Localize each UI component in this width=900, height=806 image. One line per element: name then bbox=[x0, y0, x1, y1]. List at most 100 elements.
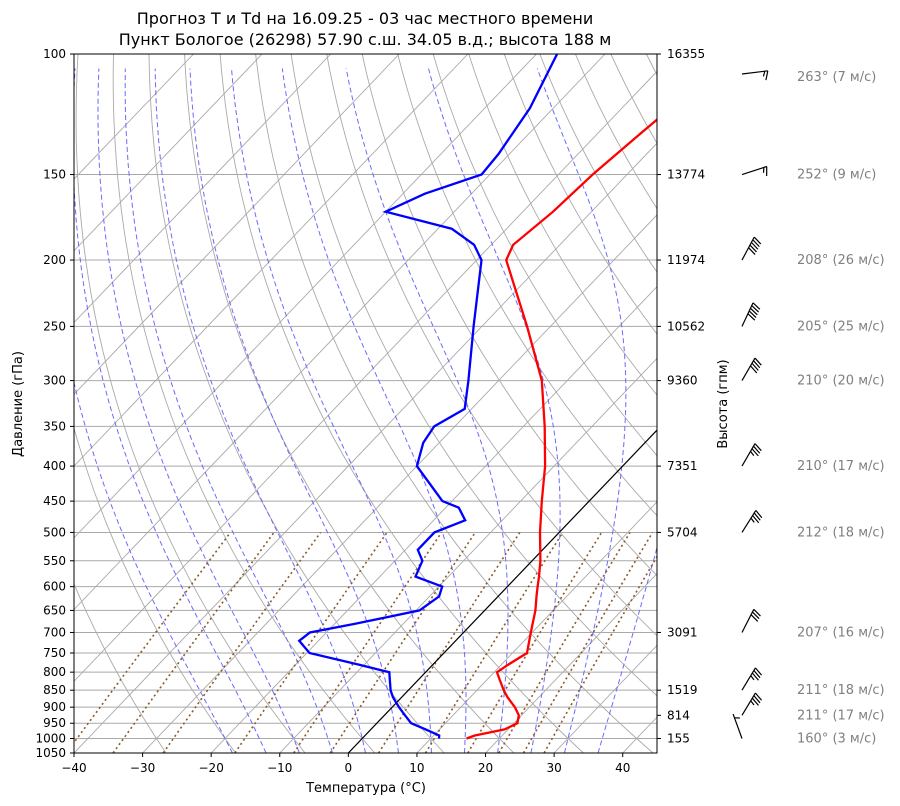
dry-adiabat-30 bbox=[219, 54, 584, 753]
wind-barb-half-flag bbox=[750, 451, 755, 456]
wind-barb-staff bbox=[741, 609, 755, 633]
wind-barb-100 bbox=[741, 70, 769, 81]
wind-barb-flag bbox=[753, 360, 761, 369]
wind-barb-staff bbox=[741, 70, 768, 75]
wind-barb-staff bbox=[741, 443, 756, 467]
dry-adiabat-40 bbox=[255, 54, 654, 753]
moist-adiabat--5 bbox=[124, 68, 333, 753]
chart-title-line2: Пункт Бологое (26298) 57.90 с.ш. 34.05 в… bbox=[119, 30, 612, 49]
moist-adiabat-5 bbox=[189, 68, 399, 753]
wind-barb-staff bbox=[741, 302, 754, 327]
chart-title-line1: Прогноз T и Td на 16.09.25 - 03 час мест… bbox=[137, 9, 593, 28]
y-tick-label: 950 bbox=[43, 716, 66, 730]
x-tick-label: −30 bbox=[130, 761, 155, 775]
wind-barb-staff bbox=[741, 357, 756, 381]
wind-barb-flag bbox=[752, 611, 760, 620]
moist-adiabat--20 bbox=[74, 380, 233, 753]
dry-adiabat--30 bbox=[74, 582, 167, 753]
wind-barb-flag bbox=[754, 443, 762, 452]
y-axis-label: Давление (гПа) bbox=[11, 351, 26, 457]
wind-column: 263° (7 м/с) 252° (9 м/с) 208° (26 м/с) 205… bbox=[732, 70, 885, 746]
background-lines bbox=[74, 54, 900, 753]
x-tick-label: −20 bbox=[199, 761, 224, 775]
y-tick-label: 1000 bbox=[35, 731, 66, 745]
y-tick-label: 350 bbox=[43, 419, 66, 433]
y-tick-label: 100 bbox=[43, 47, 66, 61]
height-tick-label: 10562 bbox=[667, 319, 705, 333]
zero-isotherm bbox=[347, 429, 657, 753]
y-tick-label: 800 bbox=[43, 665, 66, 679]
y-tick-label: 200 bbox=[43, 253, 66, 267]
isotherm-10 bbox=[416, 501, 657, 753]
wind-barb-flag bbox=[750, 365, 758, 374]
moist-adiabat-10 bbox=[231, 68, 432, 753]
isotherm-40 bbox=[622, 716, 657, 753]
wind-barb-flag bbox=[750, 241, 759, 250]
wind-barb-200 bbox=[741, 236, 762, 261]
wind-barb-300 bbox=[741, 357, 762, 381]
wind-barb-150 bbox=[741, 165, 768, 176]
wind-label-850: 211° (18 м/с) bbox=[797, 683, 885, 698]
y-tick-label: 900 bbox=[43, 700, 66, 714]
wind-barb-flag bbox=[751, 672, 759, 681]
wind-barb-400 bbox=[741, 443, 762, 467]
mixing-ratio-8 bbox=[424, 531, 564, 753]
wind-barb-flag bbox=[751, 448, 759, 457]
mixing-ratio-0.2 bbox=[112, 531, 275, 753]
mixing-ratio-0.4 bbox=[162, 531, 322, 753]
y-axis-label-right: Высота (гпм) bbox=[716, 359, 731, 448]
wind-barb-1000 bbox=[732, 713, 743, 739]
wind-barb-staff bbox=[741, 236, 755, 261]
wind-barb-flag bbox=[750, 614, 759, 622]
wind-barb-flag bbox=[753, 670, 761, 679]
isotherm--100 bbox=[74, 54, 332, 324]
wind-barb-flag bbox=[751, 362, 759, 371]
dry-adiabat-20 bbox=[184, 54, 515, 753]
wind-label-1000: 160° (3 м/с) bbox=[797, 731, 876, 746]
wind-barb-flag bbox=[753, 512, 761, 521]
wind-label-250: 205° (25 м/с) bbox=[797, 319, 885, 334]
isotherm--20 bbox=[210, 286, 657, 753]
dry-adiabat-120 bbox=[539, 54, 657, 273]
wind-barb-flag bbox=[749, 244, 757, 253]
mixing-ratio-2 bbox=[293, 531, 443, 753]
wind-barb-half-flag bbox=[750, 517, 755, 523]
wind-label-300: 210° (20 м/с) bbox=[797, 374, 885, 389]
y-tick-label: 500 bbox=[43, 525, 66, 539]
height-tick-label: 11974 bbox=[667, 253, 705, 267]
wind-barb-flag bbox=[752, 515, 760, 524]
isotherm--110 bbox=[74, 54, 263, 252]
moist-adiabat-30 bbox=[536, 68, 627, 753]
y-tick-label: 150 bbox=[43, 168, 66, 182]
wind-barb-staff bbox=[741, 165, 767, 176]
wind-barb-flag bbox=[753, 695, 761, 704]
wind-barb-flag bbox=[752, 239, 760, 248]
dry-adiabat-160 bbox=[682, 54, 900, 753]
isotherm--80 bbox=[74, 54, 469, 467]
y-tick-label: 750 bbox=[43, 646, 66, 660]
height-tick-label: 1519 bbox=[667, 683, 698, 697]
wind-label-700: 207° (16 м/с) bbox=[797, 625, 885, 640]
wind-barb-half-flag bbox=[750, 700, 755, 706]
moist-adiabat--10 bbox=[97, 68, 300, 753]
wind-barb-flag bbox=[754, 692, 763, 701]
wind-barb-flag bbox=[753, 445, 761, 454]
dry-adiabat-10 bbox=[148, 54, 445, 753]
wind-barb-staff bbox=[741, 667, 756, 691]
wind-barb-850 bbox=[741, 667, 763, 691]
isotherm--90 bbox=[74, 54, 400, 395]
height-tick-label: 5704 bbox=[667, 525, 698, 539]
wind-barb-staff bbox=[741, 692, 756, 716]
wind-barb-flag bbox=[747, 313, 756, 321]
dry-adiabat-130 bbox=[574, 54, 657, 210]
height-tick-label: 16355 bbox=[667, 47, 705, 61]
wind-barb-flag bbox=[754, 667, 763, 676]
isotherm-20 bbox=[485, 572, 657, 753]
moist-adiabat-15 bbox=[281, 68, 467, 753]
height-tick-label: 814 bbox=[667, 708, 690, 722]
y-tick-label: 400 bbox=[43, 459, 66, 473]
mixing-ratio-20 bbox=[522, 531, 654, 753]
wind-barb-flag bbox=[748, 247, 756, 255]
height-tick-label: 3091 bbox=[667, 625, 698, 639]
